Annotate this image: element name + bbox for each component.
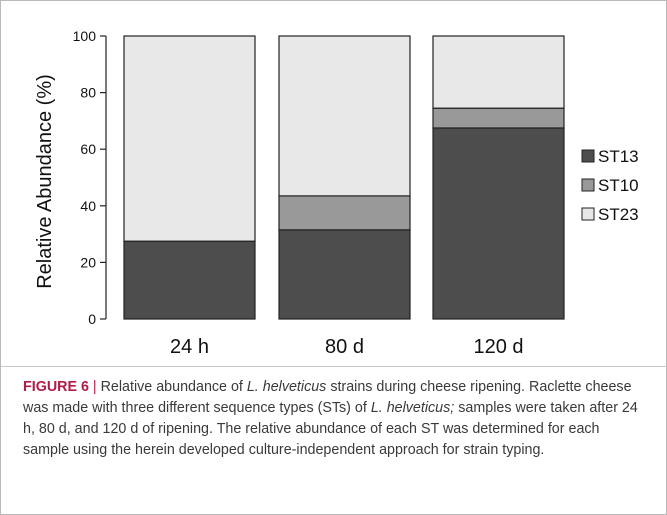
y-tick-label: 40 bbox=[80, 198, 96, 214]
bar-segment-st13 bbox=[123, 240, 256, 320]
x-category-label: 80 d bbox=[325, 336, 364, 358]
bar-segment-st13 bbox=[278, 229, 411, 320]
y-tick-label: 100 bbox=[73, 28, 97, 44]
x-category-label: 120 d bbox=[473, 336, 523, 358]
bar-segment-st23 bbox=[278, 35, 411, 197]
figure-caption: FIGURE 6 | Relative abundance of L. helv… bbox=[23, 377, 648, 461]
y-axis-title: Relative Abundance (%) bbox=[34, 74, 56, 289]
caption-divider bbox=[1, 366, 667, 367]
y-tick-label: 20 bbox=[80, 254, 96, 270]
legend-swatch-st10 bbox=[581, 178, 595, 192]
bar-segment-st23 bbox=[123, 35, 256, 242]
legend-swatch-st23 bbox=[581, 207, 595, 221]
caption-species-1: L. helveticus bbox=[246, 379, 327, 395]
legend-label-st10: ST10 bbox=[598, 176, 639, 195]
x-category-label: 24 h bbox=[170, 336, 209, 358]
caption-text-1: Relative abundance of bbox=[100, 379, 247, 395]
caption-text-2: strains during cheese ripening. Raclette… bbox=[23, 379, 632, 416]
bar-segment-st10 bbox=[278, 195, 411, 231]
legend-label-st23: ST23 bbox=[598, 205, 639, 224]
y-tick-label: 60 bbox=[80, 141, 96, 157]
y-tick-label: 0 bbox=[88, 311, 96, 327]
bar-segment-st13 bbox=[432, 127, 565, 320]
legend-label-st13: ST13 bbox=[598, 147, 639, 166]
caption-text-3: samples were taken after 24 h, 80 d, and… bbox=[23, 400, 638, 458]
bar-segment-st10 bbox=[432, 107, 565, 129]
bar-segment-st23 bbox=[432, 35, 565, 109]
figure-label: FIGURE 6 bbox=[23, 379, 89, 395]
chart-svg: 0 20 40 60 80 100 Relative Abundance (%) 24 h 80… bbox=[34, 28, 639, 358]
legend-swatch-st13 bbox=[581, 149, 595, 163]
caption-species-2: L. helveticus; bbox=[370, 400, 455, 416]
caption-separator: | bbox=[88, 379, 101, 395]
y-tick-label: 80 bbox=[80, 85, 96, 101]
stacked-bar-chart: 0 20 40 60 80 100 Relative Abundance (%) 24 h 80… bbox=[1, 1, 667, 366]
